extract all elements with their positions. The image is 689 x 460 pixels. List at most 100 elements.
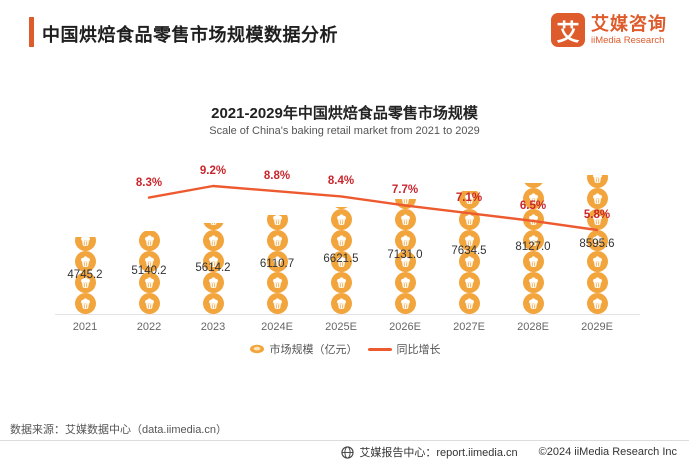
cupcake-icon xyxy=(522,271,544,293)
x-axis-label-2028E: 2028E xyxy=(517,321,549,333)
cupcake-icon xyxy=(586,293,608,314)
cupcake-icon xyxy=(394,198,416,209)
cupcake-icon xyxy=(586,251,608,272)
cupcake-icon xyxy=(203,223,224,230)
cupcake-icon xyxy=(138,250,160,272)
cupcake-icon xyxy=(266,215,288,230)
cupcake-icon xyxy=(266,229,288,251)
footer: 艾媒报告中心：report.iimedia.cn ©2024 iiMedia R… xyxy=(341,444,677,460)
logo-name-cn: 艾媒咨询 xyxy=(591,14,667,34)
x-axis-label-2027E: 2027E xyxy=(453,321,485,333)
cupcake-icon xyxy=(202,229,224,251)
cupcake-icon xyxy=(74,237,96,251)
value-label-2024E: 6110.7 xyxy=(259,257,295,270)
cupcake-icon xyxy=(394,250,416,272)
value-label-2026E: 7131.0 xyxy=(387,249,423,262)
cupcake-icon xyxy=(586,175,608,188)
x-axis-label-2024E: 2024E xyxy=(261,321,293,333)
growth-label-2022: 8.3% xyxy=(135,176,163,189)
cupcake-icon xyxy=(522,250,544,272)
footer-copyright: ©2024 iiMedia Research Inc xyxy=(538,446,677,458)
bar-2022 xyxy=(138,230,160,314)
value-label-2021: 4745.2 xyxy=(67,268,103,281)
cupcake-icon xyxy=(330,271,352,293)
cupcake-icon xyxy=(74,292,96,314)
cupcake-icon xyxy=(202,271,224,293)
cupcake-icon xyxy=(458,229,480,251)
x-axis-line xyxy=(55,314,640,315)
cupcake-icon xyxy=(331,206,352,209)
page-title: 中国烘焙食品零售市场规模数据分析 xyxy=(42,25,338,45)
cupcake-icon xyxy=(394,208,416,230)
iimedia-logo: 艾 艾媒咨询 iiMedia Research xyxy=(551,13,667,47)
growth-label-2024E: 8.8% xyxy=(263,170,291,183)
cupcake-icon xyxy=(138,292,160,314)
logo-text: 艾媒咨询 iiMedia Research xyxy=(591,13,667,46)
value-label-2022: 5140.2 xyxy=(131,265,167,278)
x-axis-label-2026E: 2026E xyxy=(389,321,421,333)
growth-label-2026E: 7.7% xyxy=(391,184,419,197)
cupcake-icon xyxy=(330,229,352,251)
cupcake-icon xyxy=(330,208,352,230)
value-label-2027E: 7634.5 xyxy=(451,245,487,258)
footer-report-center: 艾媒报告中心：report.iimedia.cn xyxy=(359,447,518,459)
value-label-2028E: 8127.0 xyxy=(515,241,551,254)
cupcake-icon xyxy=(266,271,288,293)
x-axis-label-2023: 2023 xyxy=(200,321,226,333)
cupcake-icon xyxy=(586,272,608,293)
growth-label-2028E: 6.5% xyxy=(519,199,547,212)
x-axis-label-2022: 2022 xyxy=(136,321,162,333)
chart-legend: 市场规模（亿元） 同比增长 xyxy=(0,341,689,357)
cupcake-icon xyxy=(586,188,608,209)
x-axis-label-2029E: 2029E xyxy=(581,321,613,333)
cupcake-icon xyxy=(330,250,352,272)
data-source-note: 数据来源：艾媒数据中心（data.iimedia.cn） xyxy=(10,424,227,436)
cupcake-icon xyxy=(394,229,416,251)
cupcake-icon xyxy=(458,250,480,272)
cupcake-icon xyxy=(458,292,480,314)
cupcake-icon xyxy=(458,271,480,293)
cupcake-icon xyxy=(394,292,416,314)
x-axis-label-2021: 2021 xyxy=(72,321,98,333)
title-accent-bar xyxy=(29,17,34,47)
cupcake-icon xyxy=(522,208,544,230)
growth-label-2027E: 7.1% xyxy=(455,192,483,205)
bar-2021 xyxy=(74,237,96,314)
cupcake-icon xyxy=(586,230,608,251)
cupcake-icon xyxy=(394,271,416,293)
value-label-2029E: 8595.6 xyxy=(579,237,615,250)
cupcake-icon xyxy=(138,271,160,293)
growth-label-2023: 9.2% xyxy=(199,165,227,177)
x-axis-label-2025E: 2025E xyxy=(325,321,357,333)
legend-item-market-scale: 市场规模（亿元） xyxy=(249,341,358,357)
value-label-2025E: 6621.5 xyxy=(323,253,359,266)
chart-title: 2021-2029年中国烘焙食品零售市场规模 xyxy=(211,105,478,122)
logo-name-en: iiMedia Research xyxy=(591,34,665,46)
chart-subtitle: Scale of China's baking retail market fr… xyxy=(209,125,480,137)
cupcake-icon xyxy=(74,250,96,272)
legend-label-growth: 同比增长 xyxy=(396,344,441,356)
cupcake-icon xyxy=(523,182,544,188)
cupcake-icon xyxy=(458,208,480,230)
footer-divider xyxy=(0,440,689,441)
cupcake-icon xyxy=(266,250,288,272)
cupcake-icon xyxy=(266,292,288,314)
line-swatch-icon xyxy=(367,347,392,351)
growth-label-2025E: 8.4% xyxy=(327,175,355,188)
cupcake-icon xyxy=(330,292,352,314)
cupcake-icon xyxy=(202,250,224,272)
legend-label-market-scale: 市场规模（亿元） xyxy=(269,344,358,356)
growth-label-2029E: 5.8% xyxy=(583,209,611,221)
cupcake-icon xyxy=(522,229,544,251)
iimedia-logo-icon: 艾 xyxy=(551,13,585,47)
cupcake-icon xyxy=(522,292,544,314)
globe-icon xyxy=(341,445,354,459)
legend-item-growth: 同比增长 xyxy=(367,341,441,357)
cupcake-icon xyxy=(138,230,160,251)
value-label-2023: 5614.2 xyxy=(195,261,231,274)
bun-icon xyxy=(249,344,264,354)
cupcake-icon xyxy=(74,271,96,293)
cupcake-icon xyxy=(202,292,224,314)
